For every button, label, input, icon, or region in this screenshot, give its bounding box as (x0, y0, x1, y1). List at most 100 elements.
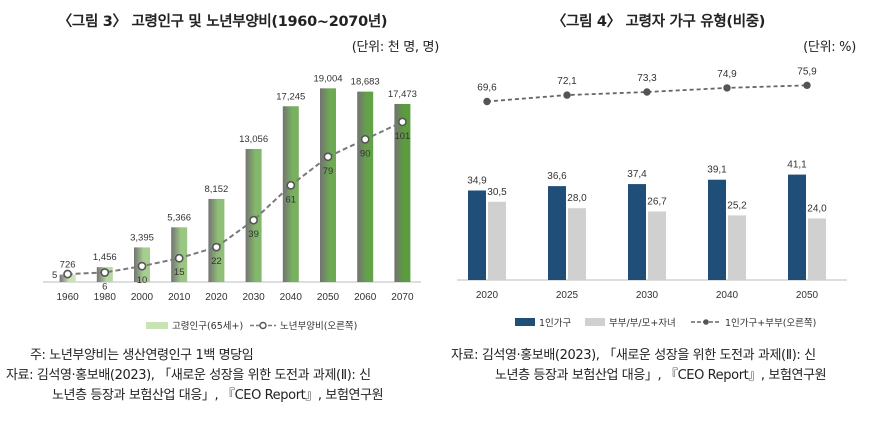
line-value-label: 101 (394, 131, 410, 142)
line-point-2020 (483, 97, 491, 106)
legend-swatch-single-household (515, 318, 535, 326)
bar-value-label: 34,9 (467, 175, 487, 186)
x-tick-label: 2050 (796, 290, 819, 301)
bar-couple-household-2050 (808, 218, 826, 280)
line-value-label: 6 (102, 281, 107, 292)
bar-value-label: 25,2 (727, 200, 747, 211)
bar-single-household-2030 (628, 184, 646, 280)
bar-value-label: 26,7 (647, 197, 667, 208)
x-tick-label: 2025 (556, 290, 579, 301)
legend-swatch-elderly-population (146, 322, 168, 329)
line-series-old-age-dependency (67, 120, 403, 276)
bar-value-label: 36,6 (547, 171, 567, 182)
x-tick-label: 1980 (94, 292, 117, 303)
bar-value-label: 39,1 (707, 165, 727, 176)
figure-4-source-cont: 노년층 등장과 보험산업 대응」, 『CEO Report』, 보험연구원 (495, 368, 827, 383)
figure-3-title: 〈그림 3〉 고령인구 및 노년부양비(1960~2070년) (57, 14, 388, 30)
figure-3-unit: (단위: 천 명, 명) (351, 40, 440, 55)
bar-2030 (245, 148, 262, 282)
line-point-2030 (643, 88, 651, 96)
x-tick-label: 2000 (131, 292, 154, 303)
line-point-2040 (723, 84, 731, 92)
bar-value-label: 37,4 (627, 169, 647, 180)
line-point-2050 (803, 81, 811, 90)
figure-4-source: 자료: 김석영·홍보배(2023), 「새로운 성장을 위한 도전과 과제(Ⅱ)… (451, 348, 816, 363)
bar-value-label: 13,056 (239, 134, 268, 145)
legend-label: 1인가구 (539, 318, 572, 329)
legend-label: 고령인구(65세+) (172, 320, 243, 332)
figure-4-title: 〈그림 4〉 고령자 가구 유형(비중) (551, 14, 766, 30)
bar-value-label: 1,456 (93, 252, 117, 263)
legend-label: 노년부양비(오른쪽) (280, 321, 357, 332)
line-value-label: 90 (360, 148, 371, 159)
line-value-label: 39 (248, 229, 259, 240)
line-point-2060 (360, 134, 370, 144)
figure-3-chart: 726 1960 1,456 1980 3,395 2000 5,366 2010 8,152 2… (43, 73, 421, 332)
line-point-2050 (323, 152, 333, 162)
line-value-label: 15 (174, 267, 185, 278)
bar-2050 (320, 88, 336, 283)
line-value-label: 5 (52, 270, 57, 281)
bar-2040 (282, 106, 299, 283)
bar-couple-household-2030 (648, 211, 666, 280)
bar-value-label: 19,004 (313, 73, 342, 84)
bar-2060 (357, 91, 374, 283)
figure-4-panel: 〈그림 4〉 고령자 가구 유형(비중) (단위: %) 34,9 30,5 202… (445, 0, 872, 421)
bar-value-label: 5,366 (167, 212, 191, 223)
figure-3-source: 자료: 김석영·홍보배(2023), 「새로운 성장을 위한 도전과 과제(Ⅱ)… (6, 368, 371, 383)
x-tick-label: 2070 (391, 292, 414, 303)
bar-value-label: 726 (60, 260, 76, 271)
bar-single-household-2025 (548, 186, 566, 280)
line-value-label: 10 (137, 275, 148, 286)
x-tick-label: 2040 (280, 292, 303, 303)
x-tick-label: 2040 (716, 290, 739, 301)
bar-value-label: 3,395 (130, 232, 154, 243)
legend-label: 1인가구+부부(오른쪽) (725, 318, 816, 329)
line-point-2000 (137, 261, 147, 271)
line-point-2025 (563, 91, 571, 99)
bar-value-label: 28,0 (567, 193, 587, 204)
x-tick-label: 2010 (168, 292, 191, 303)
figure-3-source-cont: 노년층 등장과 보험산업 대응」, 『CEO Report』, 보험연구원 (52, 388, 384, 403)
x-tick-label: 2050 (317, 292, 340, 303)
line-value-label: 74,9 (717, 69, 737, 80)
x-tick-label: 2060 (354, 292, 377, 303)
line-point-1960 (63, 269, 72, 279)
figure-4-chart: 34,930,5 2020 36,628,0 2025 37,4 26,7 2030 39,1… (457, 66, 847, 329)
bar-value-label: 8,152 (205, 184, 229, 195)
bar-value-label: 17,473 (388, 89, 417, 100)
line-value-label: 79 (323, 166, 334, 177)
line-value-label: 72,1 (557, 76, 577, 87)
bar-couple-household-2040 (728, 215, 746, 280)
bar-value-label: 24,0 (807, 203, 827, 214)
line-series-single-plus-couple (486, 84, 808, 103)
bar-single-household-2050 (788, 174, 806, 280)
line-point-2010 (174, 253, 184, 263)
bar-single-household-2040 (708, 179, 726, 280)
line-point-2040 (286, 180, 296, 190)
line-point-2020 (211, 242, 221, 252)
x-tick-label: 1960 (56, 292, 79, 303)
bar-value-label: 18,683 (351, 77, 380, 88)
line-point-2070 (397, 117, 407, 127)
bar-couple-household-2020 (488, 201, 506, 280)
legend-marker (259, 321, 267, 330)
bar-value-label: 41,1 (787, 160, 807, 171)
legend-swatch-couple-household (585, 318, 605, 326)
bar-value-label: 17,245 (276, 91, 305, 102)
line-value-label: 73,3 (637, 73, 657, 84)
line-value-label: 75,9 (797, 66, 817, 77)
line-point-2030 (249, 215, 258, 225)
line-point-1980 (100, 268, 110, 277)
figure-3-note: 주: 노년부양비는 생산연령인구 1백 명당임 (30, 348, 254, 363)
figure-3-panel: 〈그림 3〉 고령인구 및 노년부양비(1960~2070년) (단위: 천 명… (6, 14, 440, 403)
x-tick-label: 2020 (205, 292, 228, 303)
bar-couple-household-2025 (568, 208, 586, 280)
bar-value-label: 30,5 (487, 187, 507, 198)
bar-2070 (394, 103, 411, 283)
legend-label: 부부/부/모+자녀 (609, 318, 676, 329)
x-tick-label: 2030 (636, 290, 659, 301)
bar-single-household-2020 (468, 190, 486, 280)
figure-4-unit: (단위: %) (803, 40, 856, 55)
line-value-label: 61 (286, 194, 297, 205)
